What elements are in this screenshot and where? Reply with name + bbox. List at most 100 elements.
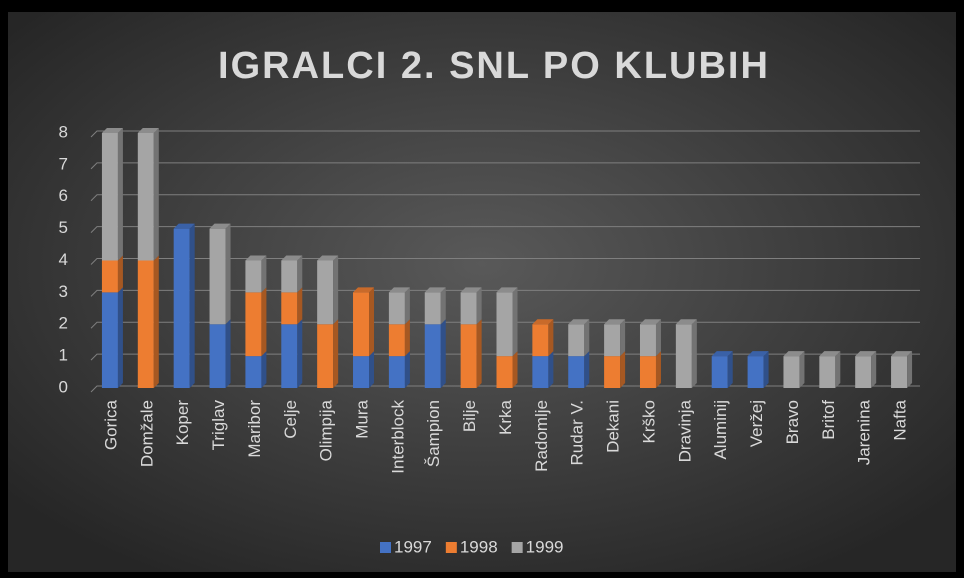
bar-side [476,319,482,388]
bar-side [225,319,231,388]
bar-side [297,255,303,293]
grid-line [90,130,920,138]
bar-top [783,351,805,357]
bar-segment [855,356,872,388]
x-tick-label: Jarenina [855,399,874,465]
bar-side [763,351,769,388]
bar-top [424,287,446,293]
bar-side [727,351,733,388]
legend-swatch [445,542,457,553]
bar-segment [317,260,334,325]
bar-segment [496,356,513,388]
bar-segment [460,324,477,388]
x-tick-label: Nafta [891,399,910,440]
grid-line [90,162,920,170]
bar-segment [388,356,405,388]
bar-top [281,255,303,261]
bar-segment [281,260,298,293]
bar-segment [388,324,405,357]
bar-side [404,351,410,388]
bar-side [548,351,554,388]
bar-side [225,223,231,325]
bar-segment [317,324,334,388]
bar-side [369,287,375,357]
bar-top [317,255,339,261]
bar-side [189,223,195,388]
bar-top [245,255,267,261]
x-tick-label: Bravo [783,400,802,444]
bar-top [173,223,195,229]
y-tick-label: 7 [59,154,68,173]
bar-side [333,255,339,325]
bar-top [855,351,877,357]
bar-side [584,319,590,357]
grid-line [90,289,920,297]
bar-side [261,255,267,293]
bar-top [137,128,159,133]
x-tick-label: Maribor [245,400,264,458]
bar-side [440,287,446,325]
bar-segment [137,260,154,388]
bar-top [891,351,913,357]
y-tick-label: 1 [59,346,68,365]
x-tick-label: Britof [819,400,838,440]
bar-segment [245,356,262,388]
bar-side [117,255,123,293]
bar-side [691,319,697,388]
bar-segment [101,260,118,293]
x-tick-label: Radomlje [532,400,551,472]
bar-top [639,319,661,325]
x-tick-label: Mura [353,399,372,438]
x-tick-label: Koper [173,400,192,446]
bar-segment [245,260,262,293]
bar-side [476,287,482,325]
bar-top [568,319,590,325]
bar-top [819,351,841,357]
x-tick-label: Krka [496,399,515,435]
bar-segment [281,292,298,325]
bar-side [835,351,841,388]
bar-side [907,351,913,388]
bar-segment [711,356,728,388]
x-tick-label: Interblock [388,400,407,474]
bar-side [584,351,590,388]
bar-segment [891,356,908,388]
bar-segment [173,228,190,388]
bar-segment [424,292,441,325]
bar-side [117,287,123,388]
legend-label: 1998 [460,537,498,556]
bar-side [297,287,303,325]
bar-segment [101,292,118,388]
grid-line [90,258,920,265]
bar-side [404,319,410,357]
legend-label: 1999 [526,537,564,556]
y-tick-label: 8 [59,122,68,141]
x-tick-label: Gorica [101,399,120,450]
bar-segment [604,356,621,388]
bar-top [209,223,231,229]
y-tick-label: 2 [59,314,68,333]
x-tick-label: Dekani [604,400,623,453]
x-tick-label: Bilje [460,400,479,432]
bar-side [153,128,159,261]
bar-side [369,351,375,388]
bar-segment [675,324,692,388]
x-tick-label: Olimpija [317,399,336,461]
x-tick-label: Triglav [209,400,228,451]
y-tick-label: 3 [59,282,68,301]
bar-side [117,128,123,261]
x-tick-label: Aluminij [711,400,730,460]
bar-top [388,287,410,293]
bar-segment [568,324,585,357]
legend-swatch [511,542,523,553]
bar-segment [245,292,262,357]
bar-side [620,351,626,388]
legend-swatch [380,542,391,553]
bar-segment [353,356,370,388]
bar-segment [532,324,549,357]
bar-side [512,351,518,388]
bar-segment [532,356,549,388]
bar-top [675,319,697,325]
bar-segment [819,356,836,388]
x-tick-label: Rudar V. [568,400,587,466]
